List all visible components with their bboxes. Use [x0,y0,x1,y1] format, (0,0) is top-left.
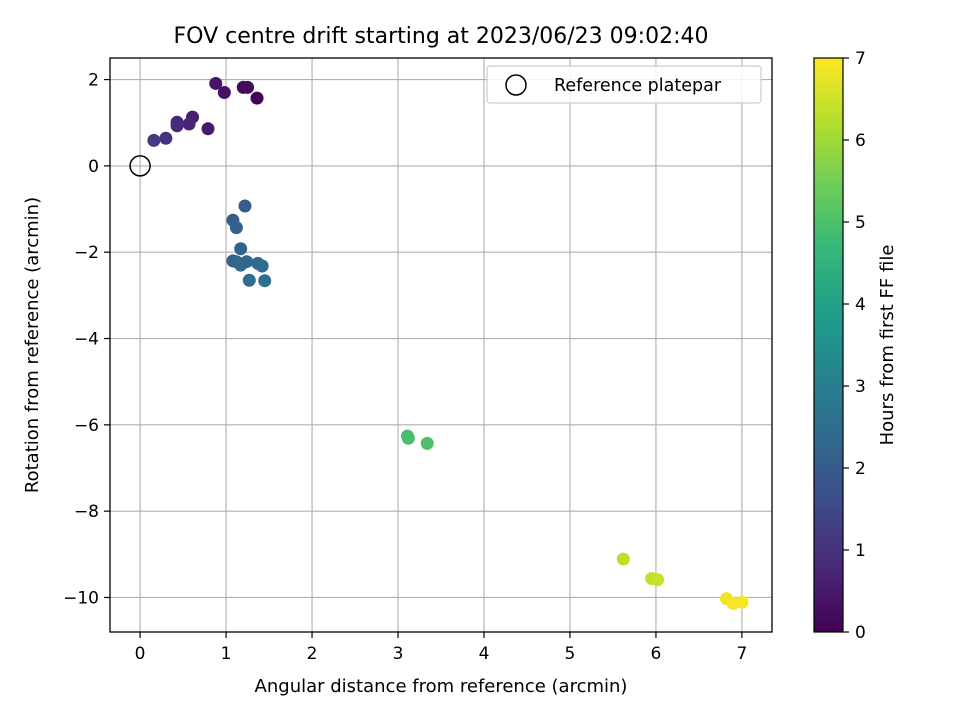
x-tick-label: 0 [135,644,146,664]
data-point [241,80,255,94]
data-point [234,242,248,256]
y-tick-label: −4 [74,330,99,350]
x-tick-label: 3 [393,644,404,664]
x-tick-label: 1 [221,644,232,664]
colorbar-ticks: 0 1 2 3 4 5 6 7 [843,49,866,643]
legend: Reference platepar [486,65,762,104]
colorbar-tick-label: 3 [855,377,866,397]
colorbar-gradient [814,58,843,632]
data-point [258,274,272,288]
y-tick-label: −8 [74,502,99,522]
x-axis-label: Angular distance from reference (arcmin) [255,676,628,697]
colorbar-tick-label: 4 [855,295,866,315]
colorbar-tick-label: 7 [855,49,866,69]
data-point [401,431,415,445]
data-point [182,117,196,131]
data-point [651,573,665,587]
data-point [234,258,248,272]
data-point [250,91,264,105]
colorbar-frame [813,57,844,633]
x-tick-label: 7 [736,644,747,664]
data-point [217,86,231,100]
y-tick-label: −6 [74,416,99,436]
y-tick-label: 2 [88,71,99,91]
x-tick-label: 4 [479,644,490,664]
grid [110,58,772,632]
data-point [147,133,161,147]
colorbar-tick-label: 0 [855,623,866,643]
legend-entry-reference: Reference platepar [554,76,722,96]
reference-marker [129,155,151,177]
legend-box [486,65,762,104]
colorbar-tick-label: 2 [855,459,866,479]
data-point [229,221,243,235]
legend-reference-marker [505,74,527,96]
data-point [242,273,256,287]
y-axis-label: Rotation from reference (arcmin) [22,197,43,493]
data-point [616,552,630,566]
chart-title: FOV centre drift starting at 2023/06/23 … [174,24,709,49]
reference-marker-group [129,155,151,177]
y-tick-label: 0 [88,157,99,177]
colorbar-tick-label: 1 [855,541,866,561]
y-tick-label: −10 [63,588,99,608]
x-tick-label: 2 [307,644,318,664]
colorbar-label: Hours from first FF file [877,245,898,446]
data-point [170,119,184,133]
x-tick-label: 6 [651,644,662,664]
y-tick-label: −2 [74,243,99,263]
data-point [238,199,252,213]
colorbar-tick-label: 5 [855,213,866,233]
data-point [159,131,173,145]
x-tick-label: 5 [565,644,576,664]
colorbar: 0 1 2 3 4 5 6 7 Hours from first FF file [813,49,898,643]
data-point [735,595,749,609]
data-point [209,76,223,90]
y-axis-ticks: −10 −8 −6 −4 −2 0 2 [63,71,110,608]
data-point [255,259,269,273]
plot-frame [109,57,773,633]
data-points [147,76,749,611]
colorbar-tick-label: 6 [855,131,866,151]
x-axis-ticks: 0 1 2 3 4 5 6 7 [135,632,747,664]
data-point [201,122,215,136]
data-point [420,436,434,450]
